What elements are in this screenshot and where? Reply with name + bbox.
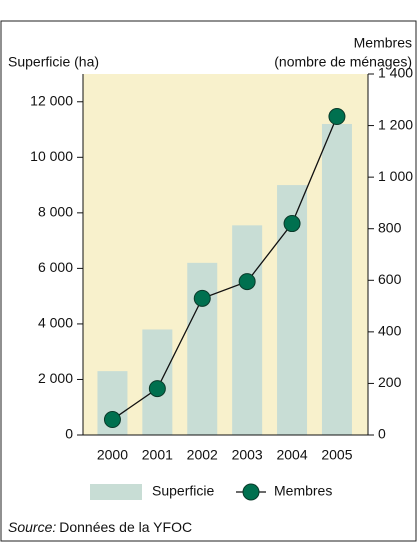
y-tick-label: 10 000 xyxy=(30,148,73,164)
legend-marker xyxy=(242,483,260,501)
x-tick-label: 2003 xyxy=(232,447,263,463)
source-label: Source: xyxy=(8,519,56,535)
legend-label: Superficie xyxy=(152,483,214,499)
bar xyxy=(321,123,352,435)
x-tick-label: 2005 xyxy=(321,447,352,463)
marker xyxy=(283,215,301,233)
marker xyxy=(148,380,166,398)
source-text: Données de la YFOC xyxy=(59,519,192,535)
x-tick-label: 2002 xyxy=(187,447,218,463)
y2-tick-label: 1 000 xyxy=(378,168,413,184)
y-axis-label: Superficie (ha) xyxy=(8,54,99,70)
y2-tick-label: 800 xyxy=(378,219,402,235)
legend-label: Membres xyxy=(274,483,332,499)
x-tick-label: 2000 xyxy=(97,447,128,463)
source: Source: Données de la YFOC xyxy=(8,519,192,535)
marker xyxy=(103,411,121,429)
legend-swatch xyxy=(90,484,142,500)
y2-tick-label: 400 xyxy=(378,323,402,339)
y2-tick-label: 600 xyxy=(378,271,402,287)
x-tick-label: 2004 xyxy=(276,447,307,463)
y-tick-label: 2 000 xyxy=(38,370,73,386)
bar xyxy=(187,262,218,435)
x-tick-label: 2001 xyxy=(142,447,173,463)
frame xyxy=(0,20,417,542)
y2-tick-label: 1 200 xyxy=(378,116,413,132)
plot-background xyxy=(83,74,368,435)
marker xyxy=(328,108,346,126)
y-tick-label: 0 xyxy=(65,426,73,442)
marker xyxy=(238,273,256,291)
y2-tick-label: 0 xyxy=(378,426,386,442)
y-tick-label: 12 000 xyxy=(30,92,73,108)
y-tick-label: 6 000 xyxy=(38,259,73,275)
y2-axis-label: (nombre de ménages) xyxy=(274,54,412,70)
y-tick-label: 4 000 xyxy=(38,315,73,331)
marker xyxy=(193,289,211,307)
y2-axis-label: Membres xyxy=(354,35,412,51)
y-tick-label: 8 000 xyxy=(38,204,73,220)
y2-tick-label: 1 400 xyxy=(378,65,413,81)
line xyxy=(112,116,338,421)
y2-tick-label: 200 xyxy=(378,374,402,390)
bar xyxy=(232,225,263,435)
